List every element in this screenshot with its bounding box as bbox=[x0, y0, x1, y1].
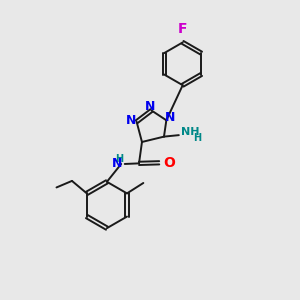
Text: N: N bbox=[165, 111, 175, 124]
Text: N: N bbox=[145, 100, 155, 113]
Text: F: F bbox=[178, 22, 188, 36]
Text: H: H bbox=[193, 133, 201, 142]
Text: H: H bbox=[115, 154, 123, 164]
Text: N: N bbox=[112, 158, 123, 170]
Text: O: O bbox=[163, 156, 175, 170]
Text: NH: NH bbox=[181, 127, 200, 136]
Text: N: N bbox=[125, 114, 136, 127]
